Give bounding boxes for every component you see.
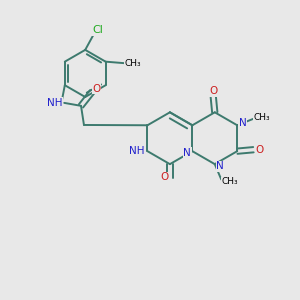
Text: N: N — [238, 118, 246, 128]
Text: O: O — [209, 86, 218, 96]
Text: Cl: Cl — [92, 25, 103, 35]
Text: O: O — [255, 145, 263, 155]
Text: NH: NH — [47, 98, 62, 108]
Text: CH₃: CH₃ — [253, 113, 270, 122]
Text: O: O — [160, 172, 168, 182]
Text: N: N — [216, 161, 224, 172]
Text: CH₃: CH₃ — [124, 58, 141, 68]
Text: CH₃: CH₃ — [221, 177, 238, 186]
Text: O: O — [92, 84, 100, 94]
Text: NH: NH — [129, 146, 145, 156]
Text: N: N — [183, 148, 191, 158]
